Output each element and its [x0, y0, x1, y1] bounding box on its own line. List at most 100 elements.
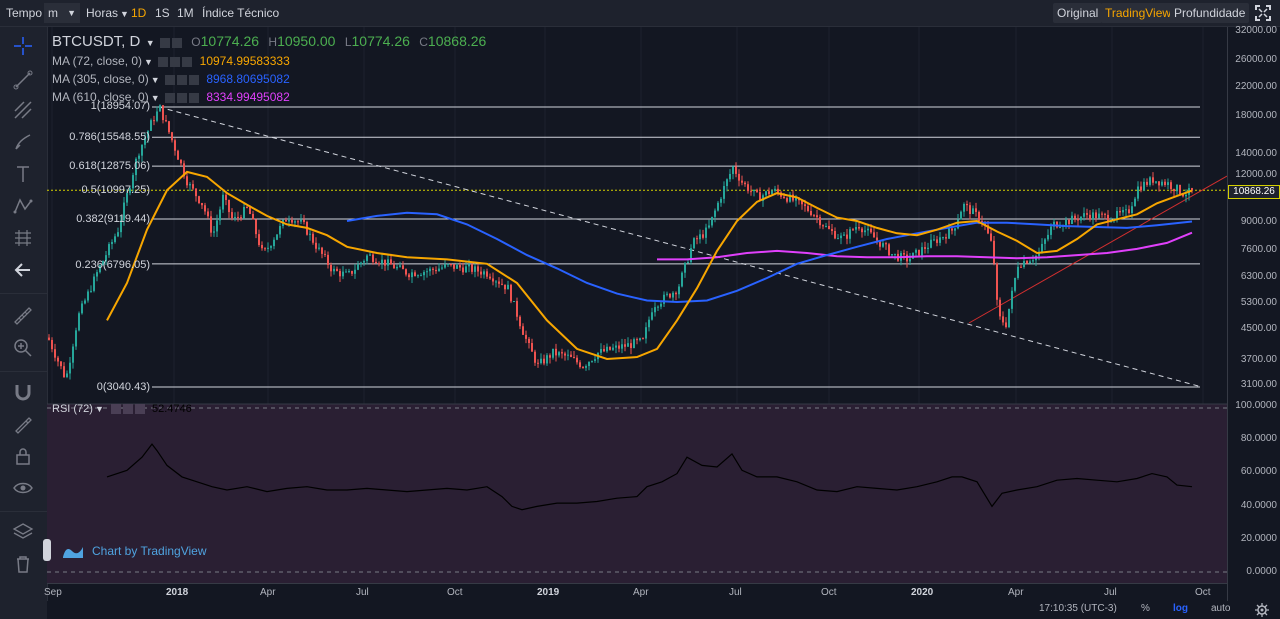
candle-body: [390, 259, 392, 265]
price-axis[interactable]: 32000.00 26000.00 22000.00 18000.00 1400…: [1227, 25, 1280, 601]
price-tick: 4500.00: [1240, 323, 1277, 334]
candle-body: [279, 226, 281, 235]
view-original[interactable]: Original: [1053, 3, 1103, 23]
ma305-label[interactable]: MA (305, close, 0): [52, 72, 149, 86]
settings-icon[interactable]: [176, 92, 187, 103]
candle-body: [333, 268, 335, 272]
candle-body: [441, 267, 443, 269]
candle-body: [993, 240, 995, 264]
main-chart[interactable]: [47, 27, 1227, 583]
candle-body: [1041, 243, 1043, 253]
layers-icon[interactable]: [12, 521, 34, 543]
candle-body: [1014, 277, 1016, 291]
interval-1s[interactable]: 1S: [155, 6, 170, 20]
settings-icon[interactable]: [122, 404, 133, 415]
close-icon[interactable]: [134, 404, 145, 415]
fib-label: 0.786(15548.55): [69, 131, 150, 143]
indicators-button[interactable]: Índice Técnico: [202, 6, 280, 20]
candle-body: [804, 204, 806, 207]
candle-body: [969, 205, 971, 215]
candle-body: [783, 196, 785, 199]
candle-body: [114, 236, 116, 243]
stay-drawing-icon[interactable]: [12, 413, 34, 435]
candle-body: [411, 272, 413, 278]
candle-body: [138, 155, 140, 159]
eye-icon[interactable]: [164, 74, 175, 85]
zoom-in-icon[interactable]: [12, 337, 34, 359]
symbol-name[interactable]: BTCUSDT, D: [52, 33, 141, 50]
chevron-down-icon: ▼: [94, 404, 104, 414]
rsi-label[interactable]: RSI (72): [52, 403, 93, 415]
ma610-label[interactable]: MA (610, close, 0): [52, 90, 149, 104]
candle-body: [1032, 260, 1034, 262]
candle-body: [366, 255, 368, 261]
candle-body: [543, 358, 545, 364]
candle-body: [948, 228, 950, 239]
prediction-icon[interactable]: [12, 227, 34, 249]
candle-body: [735, 166, 737, 174]
ruler-icon[interactable]: [12, 305, 34, 327]
candle-body: [444, 264, 446, 268]
candle-body: [132, 175, 134, 189]
eye-icon[interactable]: [158, 56, 169, 67]
eye-icon[interactable]: [110, 404, 121, 415]
fullscreen-icon[interactable]: [1254, 4, 1272, 22]
candle-body: [1083, 213, 1085, 217]
candle-body: [348, 270, 350, 272]
candle-body: [1092, 212, 1094, 220]
trash-icon[interactable]: [12, 553, 34, 575]
ma72-label[interactable]: MA (72, close, 0): [52, 54, 143, 68]
tradingview-watermark[interactable]: Chart by TradingView: [62, 543, 207, 559]
rsi-value: 52.4746: [152, 403, 192, 415]
candle-body: [1101, 213, 1103, 215]
candle-body: [528, 338, 530, 344]
view-profundidade[interactable]: Profundidade: [1170, 3, 1250, 23]
close-icon[interactable]: [182, 56, 193, 67]
candle-body: [1044, 239, 1046, 244]
candle-body: [996, 263, 998, 300]
close-icon[interactable]: [188, 92, 199, 103]
interval-1m[interactable]: 1M: [177, 6, 194, 20]
pitchfork-icon[interactable]: [12, 99, 34, 121]
settings-icon[interactable]: [170, 56, 181, 67]
hours-dropdown[interactable]: Horas ▼: [82, 3, 133, 23]
candle-body: [693, 238, 695, 249]
bottom-bar: 17:10:35 (UTC-3) % log auto: [47, 601, 1280, 619]
time-axis[interactable]: Sep 2018 Apr Jul Oct 2019 Apr Jul Oct 20…: [44, 583, 1227, 602]
view-tradingview[interactable]: TradingView: [1101, 3, 1176, 23]
log-toggle[interactable]: log: [1173, 603, 1188, 614]
lock-icon[interactable]: [12, 445, 34, 467]
arrow-left-icon[interactable]: [12, 259, 34, 281]
price-tick: 18000.00: [1235, 110, 1277, 121]
candle-body: [573, 356, 575, 358]
candle-body: [99, 265, 101, 273]
hours-label: Horas: [86, 6, 119, 20]
crosshair-icon[interactable]: [12, 35, 34, 57]
close-icon[interactable]: [171, 37, 182, 48]
candle-body: [627, 343, 629, 347]
settings-icon[interactable]: [159, 37, 170, 48]
interval-1d[interactable]: 1D: [131, 6, 147, 20]
fib-label: 0.382(9119.44): [76, 213, 150, 225]
candle-body: [327, 254, 329, 265]
auto-toggle[interactable]: auto: [1211, 603, 1231, 614]
eye-icon[interactable]: [12, 477, 34, 499]
candle-body: [561, 352, 563, 354]
chevron-down-icon: ▼: [150, 93, 160, 103]
pattern-icon[interactable]: [12, 195, 34, 217]
pane-resize-handle[interactable]: [43, 539, 51, 561]
magnet-icon[interactable]: [12, 381, 34, 403]
trend-line-icon[interactable]: [12, 69, 34, 91]
brush-icon[interactable]: [12, 131, 34, 153]
close-icon[interactable]: [188, 74, 199, 85]
settings-icon[interactable]: [176, 74, 187, 85]
percent-toggle[interactable]: %: [1141, 603, 1150, 614]
eye-icon[interactable]: [164, 92, 175, 103]
candle-body: [591, 360, 593, 362]
candle-body: [480, 271, 482, 275]
gear-icon[interactable]: [1255, 603, 1269, 617]
interval-unit-dropdown[interactable]: m ▼: [44, 3, 80, 23]
candle-body: [1038, 252, 1040, 256]
text-icon[interactable]: [12, 163, 34, 185]
candle-body: [840, 235, 842, 239]
